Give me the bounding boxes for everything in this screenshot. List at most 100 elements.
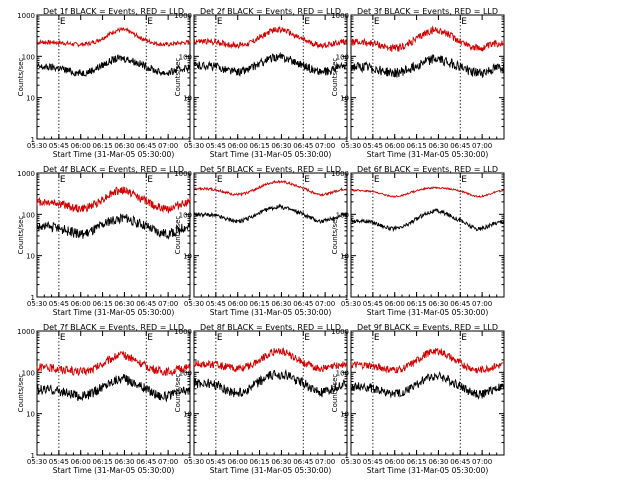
panel-title: Det 9f BLACK = Events, RED = LLD [357,323,498,332]
x-tick-label: 05:45 [363,300,383,308]
y-tick-label: 10 [183,95,192,103]
event-marker-label: E [461,17,467,27]
x-axis-label: Start Time (31-Mar-05 05:30:00) [53,150,175,159]
events-rate-line [36,213,191,240]
x-axis-label: Start Time (31-Mar-05 05:30:00) [210,150,332,159]
events-rate-line [36,54,191,77]
event-marker-label: E [304,333,310,343]
detector-panel: Det 7f BLACK = Events, RED = LLD11010010… [17,323,191,475]
x-tick-label: 05:45 [206,300,226,308]
y-tick-label: 1 [345,294,349,302]
x-tick-label: 06:45 [136,142,156,150]
x-axis-label: Start Time (31-Mar-05 05:30:00) [210,466,332,475]
x-tick-label: 05:45 [49,300,69,308]
y-axis-label: Counts/sec [174,374,182,413]
y-axis-label: Counts/sec [331,58,339,97]
x-tick-label: 05:30 [184,142,204,150]
event-marker-label: E [304,175,310,185]
event-marker-label: E [217,17,223,27]
y-tick-label: 10 [340,95,349,103]
events-rate-line [193,368,348,398]
x-tick-label: 06:00 [385,142,405,150]
x-tick-label: 07:00 [315,458,335,466]
y-axis-label: Counts/sec [17,58,25,97]
x-tick-label: 07:00 [158,300,178,308]
plot-frame [350,14,505,140]
x-tick-label: 06:00 [71,300,91,308]
x-tick-label: 06:45 [450,300,470,308]
y-tick-label: 1 [31,294,35,302]
x-tick-label: 06:15 [249,458,269,466]
x-tick-label: 07:00 [472,458,492,466]
x-tick-label: 05:45 [363,458,383,466]
y-tick-label: 100 [336,53,349,61]
x-tick-label: 05:30 [184,300,204,308]
lld-rate-line [350,186,505,199]
x-tick-label: 06:00 [228,142,248,150]
event-marker-label: E [60,333,66,343]
lld-rate-line [193,179,348,198]
x-tick-label: 06:00 [385,300,405,308]
detector-panel: Det 9f BLACK = Events, RED = LLD 1 10 100 10… [331,323,505,475]
x-axis-label: Start Time (31-Mar-05 05:30:00) [210,308,332,317]
x-tick-label: 06:15 [92,300,112,308]
y-tick-label: 1000 [331,170,349,178]
x-tick-label: 05:45 [363,142,383,150]
y-axis-label: Counts/sec [331,374,339,413]
x-tick-label: 06:30 [114,458,134,466]
y-tick-label: 10 [340,411,349,419]
y-axis-label: Counts/sec [174,216,182,255]
plot-frame [36,14,191,140]
event-marker-label: E [217,333,223,343]
x-tick-label: 06:30 [114,300,134,308]
x-tick-label: 06:15 [249,142,269,150]
lld-rate-line [36,26,191,48]
x-tick-label: 07:00 [472,300,492,308]
y-tick-label: 100 [22,369,35,377]
y-axis-label: Counts/sec [17,216,25,255]
y-tick-label: 10 [183,253,192,261]
y-tick-label: 100 [336,211,349,219]
y-tick-label: 10 [183,411,192,419]
event-marker-label: E [60,175,66,185]
x-tick-label: 05:30 [341,458,361,466]
event-marker-label: E [461,175,467,185]
y-axis-label: Counts/sec [331,216,339,255]
y-tick-label: 1 [345,452,349,460]
x-tick-label: 06:00 [228,300,248,308]
x-tick-label: 05:45 [206,458,226,466]
event-marker-label: E [374,17,380,27]
x-tick-label: 07:00 [158,458,178,466]
x-tick-label: 07:00 [315,300,335,308]
x-tick-label: 06:45 [450,142,470,150]
y-tick-label: 100 [179,53,192,61]
plot-frame [350,330,505,456]
panel-title: Det 4f BLACK = Events, RED = LLD [43,165,184,174]
y-tick-label: 100 [22,53,35,61]
events-rate-line [193,203,347,224]
x-tick-label: 05:45 [206,142,226,150]
x-tick-label: 06:30 [271,142,291,150]
x-tick-label: 06:45 [293,458,313,466]
plot-frame [36,172,191,298]
x-tick-label: 05:30 [341,300,361,308]
x-tick-label: 05:30 [27,300,47,308]
y-tick-label: 1000 [17,170,35,178]
lld-rate-line [350,25,505,52]
x-tick-label: 05:30 [27,142,47,150]
detector-panel: Det 3f BLACK = Events, RED = LLD 1 10 100 10… [331,7,505,159]
x-tick-label: 06:00 [385,458,405,466]
event-marker-label: E [147,175,153,185]
lld-rate-line [193,26,348,50]
event-marker-label: E [60,17,66,27]
x-tick-label: 06:30 [428,142,448,150]
plot-frame [193,172,348,298]
events-rate-line [193,51,348,77]
lld-rate-line [350,348,504,374]
y-tick-label: 1000 [174,170,192,178]
x-tick-label: 06:15 [406,142,426,150]
detector-panel: Det 8f BLACK = Events, RED = LLD11010010… [174,323,348,475]
y-axis-label: Counts/sec [174,58,182,97]
x-axis-label: Start Time (31-Mar-05 05:30:00) [53,466,175,475]
